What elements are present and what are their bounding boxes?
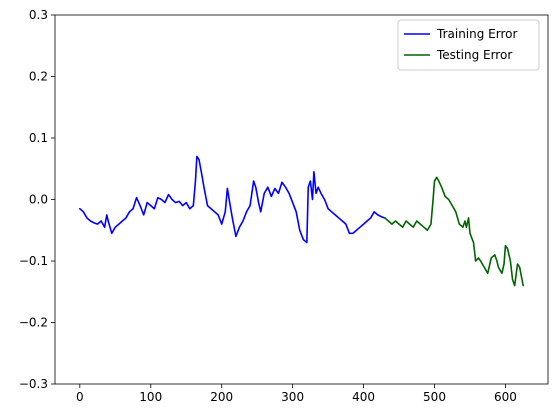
legend: Training Error Testing Error bbox=[397, 19, 540, 71]
y-tick-label: 0.3 bbox=[29, 8, 48, 22]
x-tick-label: 400 bbox=[352, 390, 375, 404]
y-tick-label: −0.3 bbox=[19, 377, 48, 391]
x-tick-label: 200 bbox=[210, 390, 233, 404]
x-tick-label: 300 bbox=[281, 390, 304, 404]
y-tick-label: 0.2 bbox=[29, 70, 48, 84]
y-tick-label: 0.1 bbox=[29, 131, 48, 145]
axes: 0 100 200 300 400 500 600 −0.3 −0.2 −0.1 0.0 0.1 0.2… bbox=[19, 8, 549, 404]
series-line-testing bbox=[384, 176, 524, 287]
x-tick-label: 0 bbox=[76, 390, 84, 404]
legend-label-testing: Testing Error bbox=[436, 48, 512, 62]
legend-frame bbox=[397, 19, 540, 71]
x-tick-label: 100 bbox=[139, 390, 162, 404]
y-tick-label: −0.1 bbox=[19, 254, 48, 268]
x-tick-label: 500 bbox=[423, 390, 446, 404]
legend-label-training: Training Error bbox=[436, 27, 517, 41]
y-tick-label: 0.0 bbox=[29, 193, 48, 207]
series-line-training bbox=[79, 155, 386, 244]
x-tick-label: 600 bbox=[494, 390, 517, 404]
plot-area bbox=[79, 155, 524, 287]
y-tick-label: −0.2 bbox=[19, 316, 48, 330]
